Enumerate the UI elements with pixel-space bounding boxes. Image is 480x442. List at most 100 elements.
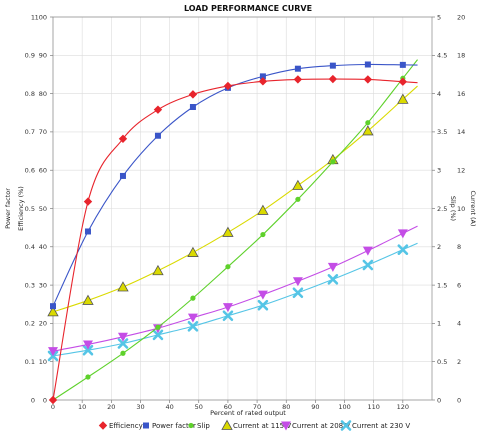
data-point	[330, 159, 336, 165]
slip-tick-label: 3.5	[437, 128, 447, 136]
data-point	[260, 231, 266, 238]
data-point	[48, 347, 58, 357]
legend-marker	[221, 419, 233, 430]
data-point	[365, 120, 371, 126]
legend-item: Current at 230 V	[340, 420, 410, 431]
series-layer	[47, 59, 418, 405]
x-tick-label: 20	[107, 403, 115, 411]
efficiency-tick-label: 10	[39, 358, 47, 366]
data-point	[258, 77, 268, 86]
data-point	[362, 259, 374, 271]
series-efficiency	[48, 74, 418, 405]
efficiency-tick-label: 40	[39, 243, 47, 251]
legend-marker	[340, 420, 352, 431]
x-tick-label: 120	[397, 403, 409, 411]
x-tick-label: 10	[78, 403, 86, 411]
data-point	[363, 75, 373, 84]
x-tick-label: 70	[253, 403, 261, 411]
series-current-at-115-v	[47, 85, 418, 317]
data-point	[294, 65, 301, 72]
data-point	[293, 75, 303, 84]
data-point	[48, 395, 58, 405]
x-tick-label: 100	[338, 403, 350, 411]
slip-tick-label: 2	[437, 243, 441, 251]
data-point	[83, 197, 93, 206]
power-factor-tick-label: 0	[31, 396, 35, 404]
power-factor-tick-label: 0.3	[25, 281, 35, 289]
power-factor-tick-label: 0.4	[25, 243, 35, 251]
current-tick-label: 20	[457, 13, 465, 21]
data-point	[295, 196, 301, 202]
data-point	[154, 132, 161, 139]
slip-axis-label: Slip (%)	[449, 196, 457, 221]
efficiency-tick-label: 30	[39, 281, 47, 289]
data-point	[398, 77, 408, 86]
efficiency-tick-label: 90	[39, 52, 47, 60]
data-point	[327, 262, 338, 272]
slip-tick-label: 0.5	[437, 358, 447, 366]
power-factor-axis-label: Power factor	[4, 188, 12, 229]
data-point	[292, 179, 304, 190]
axes: 0 0 0 00.1 10 0.5 20.2 20 1 40.3 30 1.5 60.4 40 2 80.5 5…	[4, 13, 477, 411]
data-point	[153, 105, 163, 114]
power-factor-tick-label: 0.6	[25, 167, 35, 175]
x-tick-label: 40	[165, 403, 173, 411]
legend-item: Efficiency	[98, 421, 143, 430]
data-point	[362, 246, 373, 256]
x-axis-label: Percent of rated output	[210, 409, 286, 417]
slip-tick-label: 5	[437, 13, 441, 21]
data-point	[84, 228, 91, 235]
legend-label: Current at 230 V	[352, 422, 410, 430]
data-point	[47, 306, 59, 317]
slip-tick-label: 4	[437, 90, 441, 98]
legend-marker	[143, 422, 149, 429]
data-point	[257, 290, 268, 300]
power-factor-tick-label: 0.8	[25, 90, 35, 98]
data-point	[222, 303, 233, 313]
x-tick-label: 110	[367, 403, 379, 411]
legend-item: Current at 208 V	[281, 421, 350, 431]
x-tick-label: 80	[282, 403, 290, 411]
efficiency-tick-label: 70	[39, 128, 47, 136]
legend: Efficiency Power factor Slip Current at 115…	[98, 419, 410, 431]
data-point	[257, 299, 269, 311]
current-tick-label: 4	[457, 320, 461, 328]
x-tick-label: 50	[195, 403, 203, 411]
legend-marker	[281, 421, 291, 431]
data-point	[152, 329, 164, 341]
current-tick-label: 10	[457, 205, 465, 213]
data-point	[225, 264, 231, 270]
slip-tick-label: 1.5	[437, 281, 447, 289]
slip-tick-label: 3	[437, 167, 441, 175]
slip-tick-label: 2.5	[437, 205, 447, 213]
data-point	[327, 274, 339, 285]
data-point	[259, 73, 266, 80]
data-point	[155, 324, 161, 330]
data-point	[117, 338, 129, 349]
current-tick-label: 14	[457, 128, 465, 136]
data-point	[257, 204, 269, 215]
legend-item: Power factor	[143, 422, 196, 430]
power-factor-tick-label: 0.2	[25, 320, 35, 328]
legend-label: Efficiency	[109, 422, 143, 430]
slip-tick-label: 0	[437, 396, 441, 404]
data-point	[120, 350, 126, 356]
slip-tick-label: 4.5	[437, 52, 447, 60]
data-point	[222, 310, 234, 322]
data-point	[399, 61, 406, 68]
data-point	[117, 281, 129, 292]
data-point	[292, 277, 303, 287]
data-point	[362, 125, 374, 136]
legend-label: Power factor	[152, 422, 196, 430]
series-line	[52, 59, 418, 401]
current-tick-label: 16	[457, 90, 465, 98]
legend-label: Slip	[197, 422, 210, 430]
current-tick-label: 6	[457, 281, 461, 289]
x-tick-label: 60	[224, 403, 232, 411]
data-point	[187, 246, 199, 257]
legend-marker	[98, 421, 108, 430]
power-factor-tick-label: 1	[31, 13, 35, 21]
series-current-at-230-v	[47, 242, 418, 362]
grid	[52, 16, 432, 401]
